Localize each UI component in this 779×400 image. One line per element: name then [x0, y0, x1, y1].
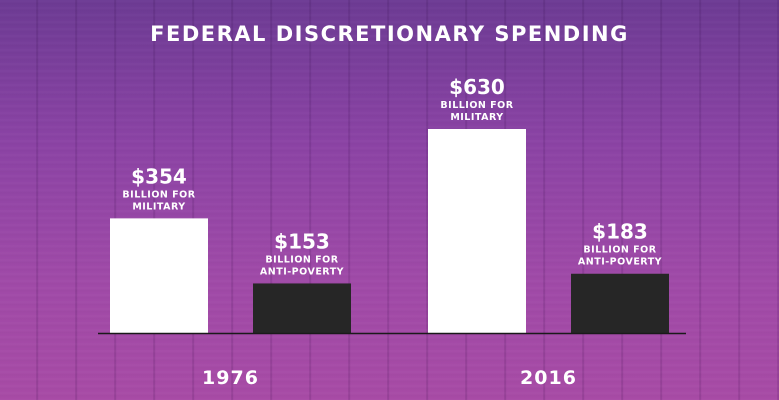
bar-label-line2: ANTI-POVERTY — [578, 257, 662, 268]
bar-1976-anti-poverty — [253, 283, 351, 333]
bar-amount-label: $630 — [449, 75, 505, 99]
bar-label-line1: BILLION FOR — [122, 189, 195, 200]
bar-2016-anti-poverty — [571, 273, 669, 333]
year-label-2016: 2016 — [520, 367, 577, 389]
bar-label-line1: BILLION FOR — [265, 254, 338, 265]
bar-label-line1: BILLION FOR — [583, 245, 656, 256]
bar-label-line2: MILITARY — [450, 112, 503, 123]
bar-1976-military — [110, 218, 208, 333]
year-label-1976: 1976 — [202, 367, 259, 389]
bar-label-line2: MILITARY — [132, 201, 185, 212]
bar-amount-label: $183 — [592, 220, 648, 244]
bar-label-line1: BILLION FOR — [440, 100, 513, 111]
bar-amount-label: $153 — [274, 229, 330, 253]
bar-2016-military — [428, 129, 526, 333]
bar-label-line2: ANTI-POVERTY — [260, 266, 344, 277]
chart-title: FEDERAL DISCRETIONARY SPENDING — [150, 22, 629, 46]
bar-amount-label: $354 — [131, 164, 187, 188]
